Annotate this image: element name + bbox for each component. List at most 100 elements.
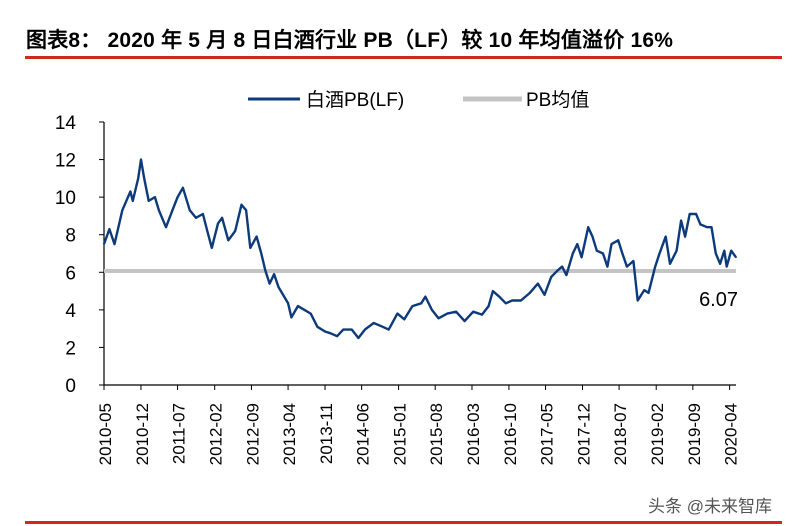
data-point bbox=[658, 252, 661, 255]
data-point bbox=[710, 226, 713, 228]
legend-label-series: 白酒PB(LF) bbox=[306, 89, 404, 111]
data-point bbox=[591, 235, 594, 238]
data-point bbox=[350, 328, 353, 331]
data-point bbox=[140, 158, 142, 161]
data-point bbox=[446, 312, 449, 315]
data-point bbox=[723, 249, 726, 252]
data-point bbox=[342, 328, 345, 331]
x-tick-label: 2015-01 bbox=[391, 403, 410, 465]
data-point bbox=[182, 186, 184, 189]
y-tick-label: 8 bbox=[65, 226, 76, 247]
x-tick-label: 2010-05 bbox=[96, 403, 115, 465]
data-point bbox=[561, 265, 563, 268]
data-point bbox=[680, 219, 682, 222]
data-point bbox=[636, 299, 639, 302]
data-point bbox=[411, 305, 414, 307]
data-point bbox=[576, 243, 579, 245]
data-point bbox=[364, 328, 366, 331]
data-point bbox=[210, 247, 213, 249]
data-point bbox=[195, 217, 197, 219]
data-point bbox=[684, 235, 686, 238]
data-point bbox=[699, 223, 702, 226]
data-point bbox=[735, 256, 737, 259]
data-point bbox=[147, 200, 150, 202]
data-point bbox=[669, 263, 671, 265]
data-point bbox=[108, 228, 111, 230]
data-point bbox=[688, 213, 691, 215]
data-point bbox=[165, 226, 167, 228]
data-point bbox=[730, 249, 732, 252]
data-point bbox=[290, 316, 293, 319]
legend: 白酒PB(LF) PB均值 bbox=[248, 89, 589, 111]
data-point bbox=[714, 252, 717, 255]
data-point bbox=[303, 309, 306, 311]
x-tick-label: 2017-12 bbox=[574, 403, 593, 465]
data-point bbox=[487, 305, 490, 307]
x-tick-label: 2013-11 bbox=[317, 403, 336, 464]
data-point bbox=[316, 325, 319, 328]
data-point bbox=[537, 282, 539, 285]
series-line-baijiu-pb bbox=[102, 158, 737, 340]
data-point bbox=[580, 256, 583, 259]
x-tick-label: 2015-08 bbox=[427, 403, 446, 465]
data-point bbox=[647, 292, 650, 294]
data-point bbox=[643, 289, 646, 291]
data-point bbox=[143, 177, 146, 180]
legend-label-mean: PB均值 bbox=[526, 89, 589, 111]
data-point bbox=[725, 265, 728, 268]
data-point bbox=[706, 226, 708, 228]
y-tick-label: 0 bbox=[65, 376, 76, 397]
data-point bbox=[498, 295, 501, 298]
data-point bbox=[719, 263, 721, 265]
data-point bbox=[240, 203, 243, 206]
x-tick-label: 2013-04 bbox=[280, 403, 299, 465]
bottom-rule bbox=[25, 521, 782, 524]
data-point bbox=[654, 265, 656, 268]
x-tick-label: 2016-03 bbox=[464, 403, 483, 465]
data-point bbox=[420, 302, 423, 305]
data-point bbox=[481, 313, 483, 316]
data-point bbox=[610, 243, 613, 245]
data-point bbox=[664, 235, 667, 238]
data-point bbox=[621, 252, 624, 255]
data-point bbox=[572, 252, 574, 255]
y-tick-label: 4 bbox=[65, 301, 76, 322]
data-point bbox=[602, 252, 604, 255]
data-point bbox=[129, 190, 132, 193]
data-point bbox=[617, 239, 620, 242]
y-tick-label: 14 bbox=[55, 113, 77, 134]
data-point bbox=[543, 294, 546, 296]
data-point bbox=[176, 196, 179, 198]
data-point bbox=[372, 322, 375, 324]
data-point bbox=[437, 317, 440, 320]
data-point bbox=[264, 269, 267, 272]
data-point bbox=[556, 269, 559, 272]
data-point bbox=[221, 217, 223, 219]
data-point bbox=[171, 209, 174, 212]
x-tick-label: 2017-05 bbox=[538, 403, 557, 465]
data-point bbox=[309, 312, 312, 315]
data-point bbox=[154, 196, 156, 198]
data-point bbox=[329, 332, 332, 335]
data-point bbox=[121, 209, 124, 212]
data-point bbox=[260, 252, 263, 255]
data-point bbox=[277, 286, 280, 289]
x-tick-label: 2014-06 bbox=[354, 403, 373, 465]
x-tick-label: 2020-04 bbox=[722, 403, 741, 465]
data-point bbox=[550, 276, 553, 278]
x-tick-label: 2011-07 bbox=[170, 403, 189, 464]
data-point bbox=[189, 209, 191, 212]
data-point bbox=[234, 230, 237, 232]
data-point bbox=[505, 302, 507, 305]
watermark: 头条 @未来智库 bbox=[648, 497, 772, 516]
data-point bbox=[255, 235, 258, 238]
data-point bbox=[217, 222, 219, 225]
data-point bbox=[511, 299, 514, 302]
y-tick-label: 10 bbox=[55, 188, 76, 209]
data-point bbox=[529, 292, 531, 294]
x-tick-label: 2019-09 bbox=[685, 403, 704, 465]
data-point bbox=[103, 243, 105, 245]
data-point bbox=[695, 213, 697, 215]
data-point bbox=[336, 335, 338, 337]
